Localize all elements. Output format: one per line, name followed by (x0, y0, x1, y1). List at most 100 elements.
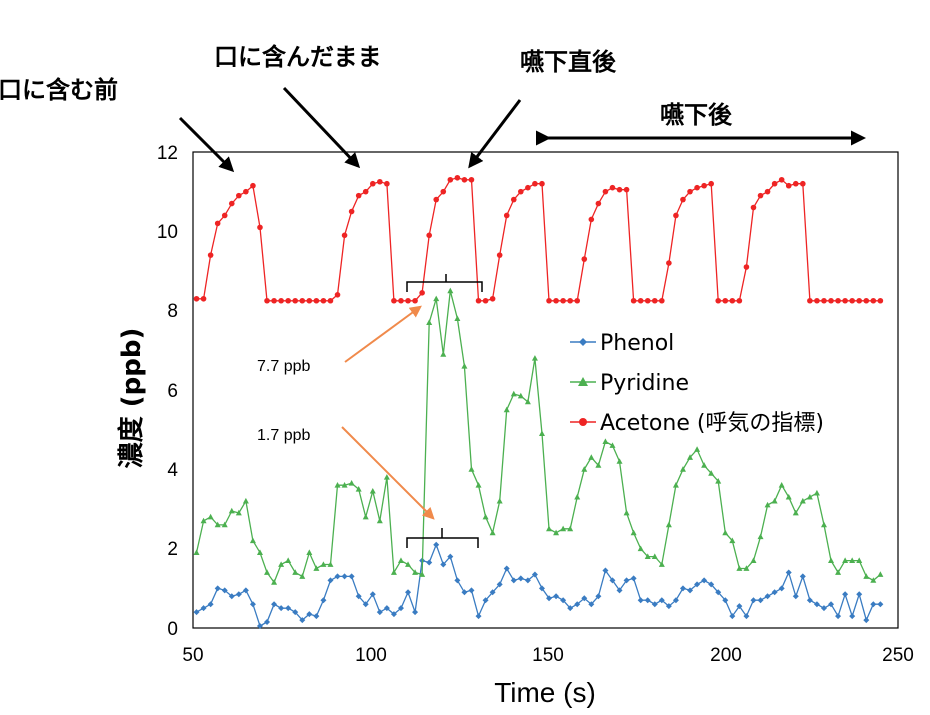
data-point (489, 589, 496, 596)
data-point (390, 611, 397, 618)
data-point (771, 589, 778, 596)
data-point (355, 593, 362, 600)
series-2 (193, 174, 884, 304)
data-point (849, 297, 855, 304)
data-point (503, 212, 510, 219)
data-point (257, 224, 263, 231)
data-point (475, 297, 482, 304)
y-tick-label: 8 (167, 301, 178, 322)
data-point (658, 597, 665, 604)
data-point (518, 188, 524, 195)
data-point (377, 178, 383, 185)
data-point (842, 591, 849, 598)
data-point (285, 297, 291, 304)
data-point (440, 561, 447, 568)
data-point (341, 482, 348, 488)
data-point (757, 533, 764, 540)
data-point (383, 605, 390, 612)
data-point (433, 295, 440, 302)
data-point (877, 571, 884, 577)
data-point (687, 188, 693, 195)
data-point (440, 351, 447, 357)
data-point (553, 529, 560, 536)
data-point (468, 466, 475, 472)
data-point (877, 297, 884, 304)
phase-label-immediately-after: 嚥下直後 (520, 48, 617, 76)
data-point (532, 180, 538, 187)
data-point (524, 577, 531, 584)
series-line (196, 542, 881, 627)
data-point (722, 529, 729, 536)
data-point (679, 466, 686, 472)
data-point (447, 553, 454, 560)
data-point (546, 525, 553, 532)
data-point (489, 295, 496, 302)
data-point (785, 182, 792, 189)
data-point (616, 458, 623, 464)
data-point (581, 466, 588, 472)
data-point (447, 176, 454, 183)
data-point (256, 549, 263, 556)
data-point (193, 295, 200, 302)
data-point (637, 597, 644, 604)
data-point (419, 290, 425, 296)
data-point (828, 297, 834, 304)
x-tick-label: 200 (710, 645, 742, 666)
data-point (567, 525, 574, 532)
data-point (256, 623, 263, 630)
data-point (369, 180, 376, 187)
data-point (553, 297, 559, 304)
data-point (658, 561, 665, 567)
data-point (228, 593, 235, 600)
data-point (665, 603, 672, 610)
data-point (348, 480, 355, 486)
data-point (440, 188, 447, 195)
data-point (778, 585, 785, 592)
data-point (405, 561, 412, 567)
data-point (489, 529, 496, 536)
data-point (355, 485, 362, 492)
data-point (313, 613, 320, 620)
data-point (285, 557, 292, 563)
data-point (362, 188, 369, 195)
data-point (835, 613, 842, 620)
data-point (524, 398, 531, 405)
data-point (736, 603, 743, 610)
data-point (482, 297, 489, 304)
y-tick-label: 6 (167, 381, 178, 402)
data-point (306, 297, 313, 304)
phase-label-before: 口に含む前 (0, 76, 118, 104)
data-point (588, 454, 595, 460)
data-point (362, 513, 369, 520)
data-point (299, 573, 306, 579)
data-point (200, 517, 207, 524)
plot-frame (192, 151, 899, 629)
data-point (264, 619, 271, 626)
data-point (200, 295, 207, 302)
data-point (242, 587, 249, 594)
data-point (390, 569, 397, 575)
data-point (214, 585, 221, 592)
phase-annotations: 口に含む前 口に含んだまま 嚥下直後 嚥下後 (0, 43, 866, 173)
data-point (383, 474, 390, 480)
data-point (362, 601, 369, 608)
data-point (539, 180, 545, 187)
data-point (242, 497, 249, 504)
x-tick-label: 100 (355, 645, 387, 666)
data-point (355, 192, 362, 199)
data-point (426, 559, 433, 566)
data-point (426, 319, 433, 325)
data-point (687, 587, 694, 594)
data-point (412, 609, 419, 616)
data-point (856, 591, 863, 598)
data-point (334, 292, 341, 298)
data-point (207, 513, 214, 520)
data-point (546, 297, 552, 304)
data-point (510, 577, 517, 584)
data-point (694, 184, 700, 191)
data-point (517, 575, 524, 582)
data-point (447, 287, 454, 294)
data-point (623, 509, 630, 516)
data-point (454, 174, 461, 181)
